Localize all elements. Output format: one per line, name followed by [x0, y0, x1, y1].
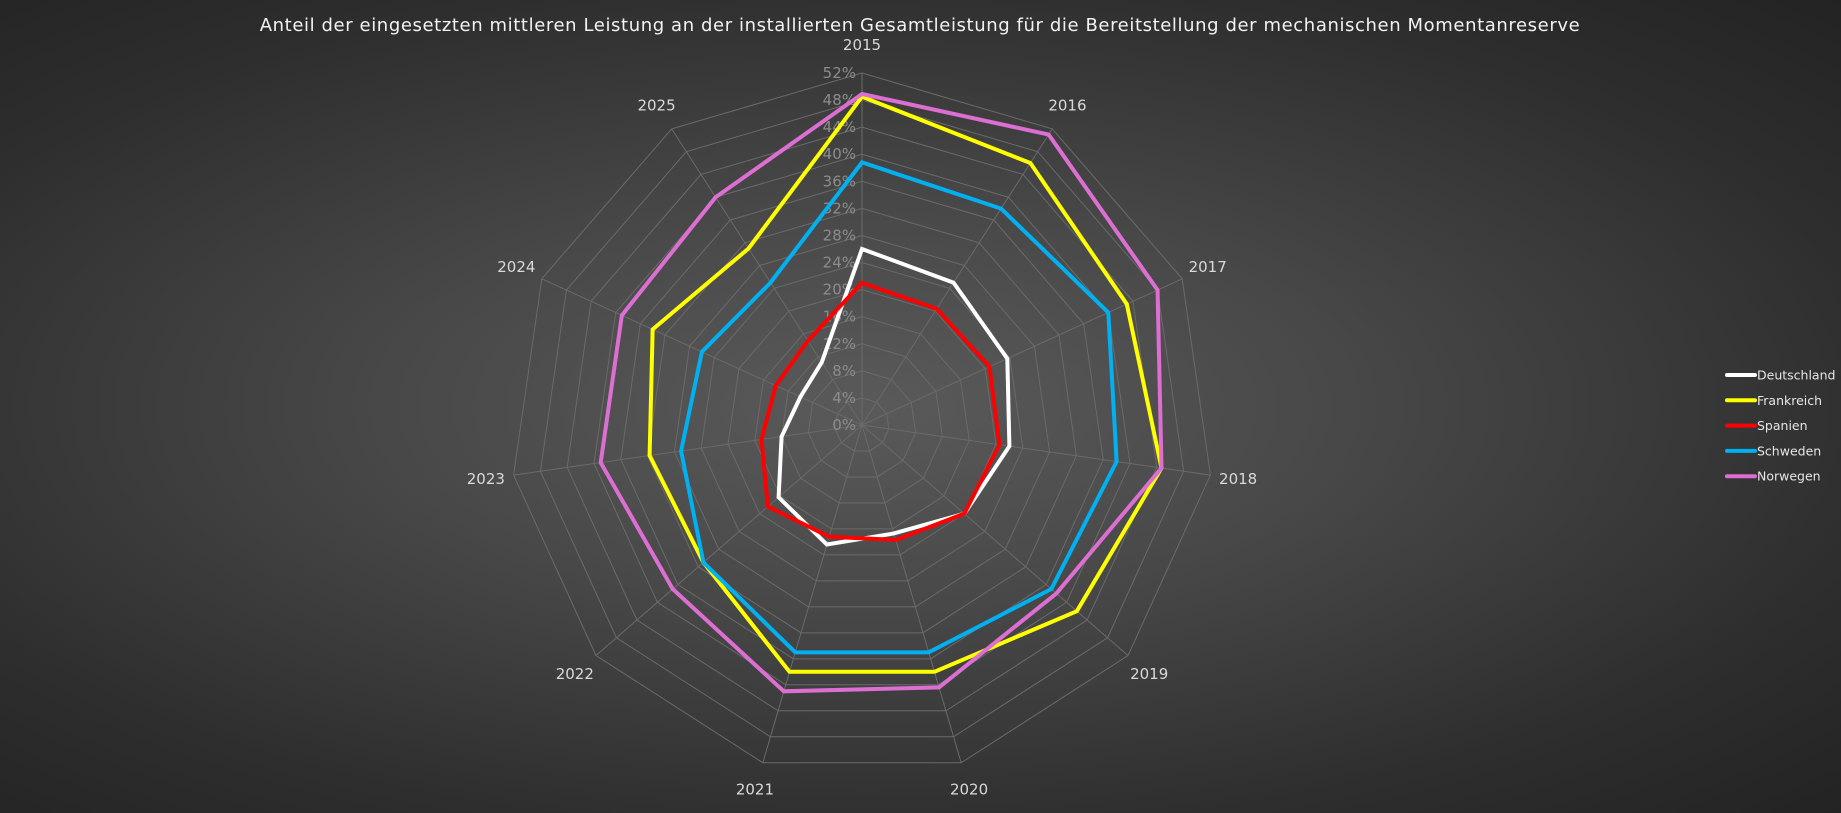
legend-label: Deutschland [1757, 368, 1835, 383]
axis-label-2024: 2024 [497, 258, 535, 276]
grid-ring [727, 289, 997, 556]
tick-label: 36% [823, 172, 856, 190]
grid-spoke [861, 424, 1211, 476]
grid-ring [593, 153, 1131, 686]
axis-label-2019: 2019 [1130, 665, 1168, 683]
series-lines [598, 91, 1164, 694]
axis-label-2021: 2021 [736, 781, 774, 799]
legend-label: Norwegen [1757, 469, 1821, 484]
legend-item-deutschland: Deutschland [1725, 368, 1835, 383]
legend-label: Schweden [1757, 443, 1821, 458]
grid-ring [673, 234, 1051, 608]
axis-label-2025: 2025 [637, 96, 675, 114]
legend-item-schweden: Schweden [1725, 443, 1821, 458]
grid-spoke [595, 424, 863, 656]
axis-label-2020: 2020 [950, 781, 988, 799]
series-spanien [759, 280, 1002, 542]
grid-spoke [861, 278, 1183, 426]
tick-label: 24% [823, 254, 856, 272]
tick-label: 8% [832, 362, 856, 380]
axis-label-2015: 2015 [843, 36, 881, 54]
series-schweden [679, 160, 1119, 655]
axis-label-2023: 2023 [467, 470, 505, 488]
grid-ring [834, 397, 890, 452]
grid-spoke [861, 424, 1129, 656]
grid [513, 72, 1211, 764]
grid-spoke [671, 128, 863, 426]
grid-spoke [762, 424, 863, 763]
legend-label: Frankreich [1757, 393, 1822, 408]
series-frankreich [647, 94, 1164, 674]
legend-item-spanien: Spanien [1725, 418, 1808, 433]
series-norwegen [598, 91, 1164, 694]
grid-ring [539, 99, 1185, 738]
tick-label: 28% [823, 226, 856, 244]
grid-spoke [861, 424, 962, 763]
tick-label: 0% [832, 416, 856, 434]
axis-label-2018: 2018 [1219, 470, 1257, 488]
grid-ring [647, 207, 1077, 634]
axis-label-2022: 2022 [556, 665, 594, 683]
grid-ring [807, 370, 917, 478]
grid-spoke [513, 424, 863, 476]
legend: Deutschland Frankreich Spanien Schweden Norw… [1725, 368, 1835, 484]
grid-ring [754, 316, 970, 530]
legend-item-frankreich: Frankreich [1725, 393, 1822, 408]
legend-label: Spanien [1757, 418, 1808, 433]
grid-ring [513, 72, 1211, 764]
axis-label-2016: 2016 [1048, 96, 1086, 114]
chart-title: Anteil der eingesetzten mittleren Leistu… [260, 15, 1581, 36]
axis-labels: 2015 2016 2017 2018 2019 2020 2021 2022 2023 2024… [467, 36, 1257, 799]
tick-label: 40% [823, 145, 856, 163]
grid-ring [620, 180, 1104, 660]
grid-ring [566, 126, 1158, 712]
legend-item-norwegen: Norwegen [1725, 469, 1821, 484]
tick-label: 4% [832, 389, 856, 407]
grid-ring [781, 343, 943, 504]
axis-label-2017: 2017 [1189, 258, 1227, 276]
grid-spoke [861, 128, 1053, 426]
tick-label: 52% [823, 64, 856, 82]
